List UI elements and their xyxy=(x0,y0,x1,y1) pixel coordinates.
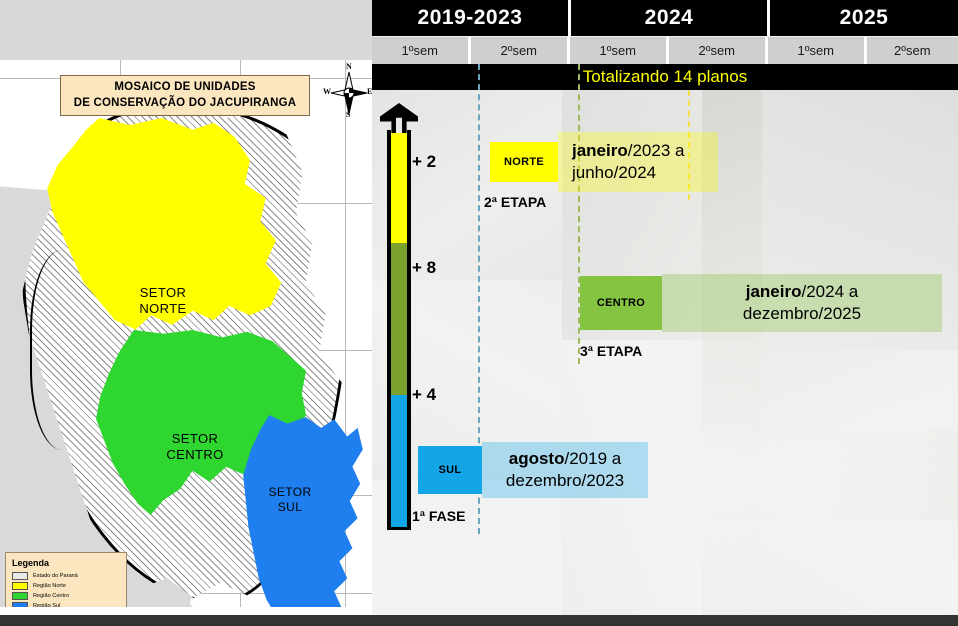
map-legend: Legenda Estado do Paraná Região Norte Re… xyxy=(5,552,127,615)
phase-range-norte: janeiro/2023 a junho/2024 xyxy=(558,132,718,192)
background-photo xyxy=(702,430,958,615)
guideline-yellow xyxy=(688,90,690,200)
map-title-line1: MOSAICO DE UNIDADES xyxy=(114,81,256,93)
sector-norte-label-line2: NORTE xyxy=(139,301,187,317)
guideline-blue xyxy=(478,64,480,534)
background-photo xyxy=(702,350,958,520)
bottom-band xyxy=(0,615,958,626)
phase-range-norte-line2: junho/2024 xyxy=(572,163,657,182)
map-panel: SETOR NORTE SETOR CENTRO SETOR SUL Legen… xyxy=(0,0,372,615)
phase-stage-sul: 1ª FASE xyxy=(412,508,466,524)
semester-cell-3: 1ºsem xyxy=(570,37,666,64)
graticule-line xyxy=(345,60,346,615)
phase-range-sul-rest: /2019 a xyxy=(564,448,622,468)
phase-stage-norte: 2ª ETAPA xyxy=(484,194,547,210)
sector-sul-label: SETOR SUL xyxy=(255,485,325,515)
compass-west-label: W xyxy=(323,87,331,96)
gauge-segment-norte xyxy=(391,133,407,243)
map-title: MOSAICO DE UNIDADES DE CONSERVAÇÃO DO JA… xyxy=(60,75,310,117)
phase-range-sul-line2: dezembro/2023 xyxy=(505,471,625,490)
legend-swatch-parana xyxy=(12,572,28,580)
semester-cell-1: 1ºsem xyxy=(372,37,468,64)
legend-label: Região Norte xyxy=(33,583,66,589)
year-header-2019-2023: 2019-2023 xyxy=(372,0,568,36)
phase-chip-norte[interactable]: NORTE xyxy=(490,142,558,182)
increment-label-norte: + 2 xyxy=(412,152,437,171)
semester-header-row: 1ºsem 2ºsem 1ºsem 2ºsem 1ºsem 2ºsem xyxy=(372,37,958,64)
phase-chip-sul[interactable]: SUL xyxy=(418,446,482,494)
cumulative-plans-gauge xyxy=(380,103,418,533)
legend-swatch-centro xyxy=(12,592,28,600)
sector-sul-area xyxy=(243,415,363,615)
gauge-segment-centro xyxy=(391,243,407,395)
phase-range-centro-rest: /2024 a xyxy=(801,281,859,301)
legend-label: Região Centro xyxy=(33,593,70,599)
year-header-row: 2019-2023 2024 2025 xyxy=(372,0,958,36)
map-top-margin xyxy=(0,0,372,60)
sector-centro-label-line1: SETOR xyxy=(171,431,219,446)
map-canvas: SETOR NORTE SETOR CENTRO SETOR SUL Legen… xyxy=(0,60,372,615)
year-header-2025: 2025 xyxy=(770,0,958,36)
background-photo xyxy=(562,340,762,615)
phase-range-norte-rest: /2023 a xyxy=(627,140,685,160)
sector-norte-label: SETOR NORTE xyxy=(118,285,208,318)
sector-sul-label-line1: SETOR xyxy=(268,485,312,499)
sector-centro-label: SETOR CENTRO xyxy=(150,431,240,464)
total-plans-banner: Totalizando 14 planos xyxy=(372,64,958,90)
sector-centro-label-line2: CENTRO xyxy=(166,447,224,463)
phase-range-centro-bold: janeiro xyxy=(745,281,802,301)
coastline-line xyxy=(30,250,110,450)
legend-item: Região Centro xyxy=(12,592,120,600)
legend-swatch-norte xyxy=(12,582,28,590)
increment-label-centro: + 8 xyxy=(412,258,437,277)
legend-item: Estado do Paraná xyxy=(12,572,120,580)
compass-south-label: S xyxy=(346,110,351,119)
phase-chip-centro[interactable]: CENTRO xyxy=(580,276,662,330)
map-title-line2: DE CONSERVAÇÃO DO JACUPIRANGA xyxy=(73,96,297,109)
legend-label: Região Sul xyxy=(33,603,61,609)
phase-stage-centro: 3ª ETAPA xyxy=(580,343,643,359)
legend-item: Região Norte xyxy=(12,582,120,590)
semester-cell-5: 1ºsem xyxy=(768,37,864,64)
sector-sul-label-line2: SUL xyxy=(277,500,303,514)
semester-cell-2: 2ºsem xyxy=(470,37,567,64)
gauge-segment-sul xyxy=(391,395,407,527)
sector-norte-label-line1: SETOR xyxy=(139,285,187,300)
legend-label: Estado do Paraná xyxy=(33,573,78,579)
phase-range-sul: agosto/2019 a dezembro/2023 xyxy=(482,442,648,498)
phase-range-centro: janeiro/2024 a dezembro/2025 xyxy=(662,274,942,332)
gauge-tube xyxy=(387,130,411,530)
semester-cell-4: 2ºsem xyxy=(668,37,765,64)
map-bottom-strip xyxy=(0,607,372,615)
phase-range-centro-line2: dezembro/2025 xyxy=(742,304,862,323)
semester-cell-6: 2ºsem xyxy=(866,37,958,64)
increment-label-sul: + 4 xyxy=(412,385,437,404)
phase-range-norte-bold: janeiro xyxy=(572,140,628,160)
compass-rose-icon: N S W E xyxy=(323,62,372,124)
background-photo xyxy=(702,90,958,350)
timeline-panel: 2019-2023 2024 2025 1ºsem 2ºsem 1ºsem 2º… xyxy=(372,0,958,615)
guideline-green xyxy=(578,64,580,364)
phase-range-sul-bold: agosto xyxy=(508,448,565,468)
year-header-2024: 2024 xyxy=(571,0,767,36)
legend-title: Legenda xyxy=(12,558,50,568)
compass-east-label: E xyxy=(367,87,372,96)
compass-north-label: N xyxy=(346,62,352,71)
